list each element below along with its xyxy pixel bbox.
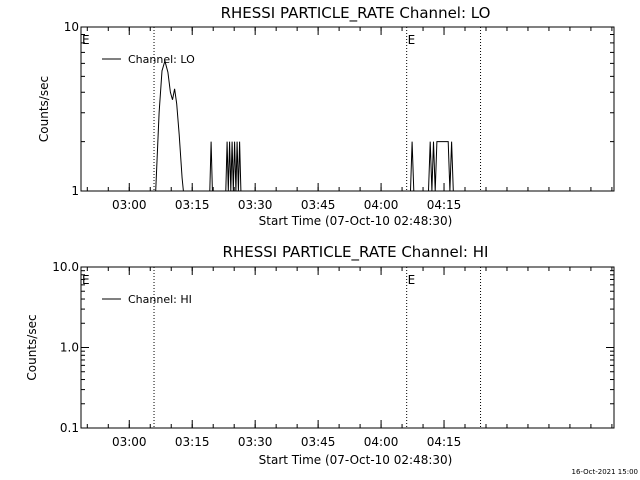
y-tick-label: 1.0	[60, 341, 79, 355]
x-tick-label: 03:00	[112, 198, 147, 212]
x-tick-label: 03:30	[238, 198, 273, 212]
x-tick-label: 04:00	[364, 198, 399, 212]
x-tick-label: 04:15	[427, 198, 462, 212]
chart-title: RHESSI PARTICLE_RATE Channel: LO	[221, 4, 491, 23]
x-tick-label: 03:30	[238, 435, 273, 449]
panel-hi: RHESSI PARTICLE_RATE Channel: HI 03:00 03:…	[25, 243, 615, 467]
eclipse-flag: E	[82, 33, 90, 47]
chart-title: RHESSI PARTICLE_RATE Channel: HI	[223, 243, 489, 262]
x-tick-label: 03:00	[112, 435, 147, 449]
x-tick-label: 04:00	[364, 435, 399, 449]
x-tick-label: 03:15	[175, 435, 210, 449]
x-tick-label: 03:15	[175, 198, 210, 212]
x-axis-label: Start Time (07-Oct-10 02:48:30)	[259, 453, 453, 467]
y-tick-label: 10	[64, 20, 79, 34]
plot-frame	[80, 266, 615, 429]
y-axis-label: Counts/sec	[37, 76, 51, 142]
y-tick-label: 1	[71, 184, 79, 198]
eclipse-flag: E	[82, 273, 90, 287]
legend-label: Channel: HI	[128, 293, 192, 306]
legend-label: Channel: LO	[128, 53, 195, 66]
y-tick-label: 10.0	[52, 260, 79, 274]
x-tick-label: 04:15	[427, 435, 462, 449]
plot-frame	[80, 26, 615, 192]
x-tick-label: 03:45	[301, 435, 336, 449]
y-tick-label: 0.1	[60, 421, 79, 435]
eclipse-flag: E	[408, 33, 416, 47]
y-axis-label: Counts/sec	[25, 314, 39, 380]
panel-lo: RHESSI PARTICLE_RATE Channel: LO 03:00 03:…	[37, 4, 615, 228]
series-line	[155, 59, 454, 192]
footer-timestamp: 16-Oct-2021 15:00	[572, 468, 638, 476]
eclipse-flag: E	[408, 273, 416, 287]
x-tick-label: 03:45	[301, 198, 336, 212]
x-axis-label: Start Time (07-Oct-10 02:48:30)	[259, 214, 453, 228]
